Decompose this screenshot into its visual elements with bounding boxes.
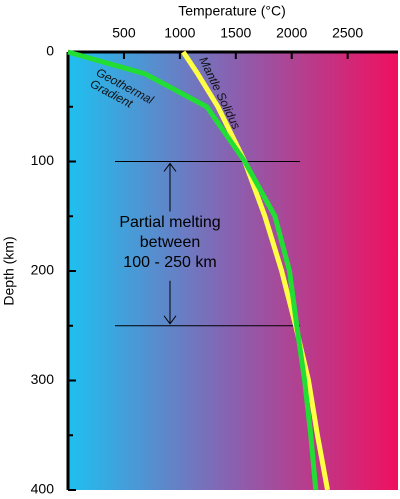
y-tick-label: 400 [31, 481, 55, 497]
series-line [67, 49, 319, 491]
x-tick-label: 2000 [276, 25, 307, 41]
x-tick-label: 1000 [164, 25, 195, 41]
x-tick-label: 2500 [332, 25, 363, 41]
annotation-text: 100 - 250 km [123, 254, 216, 271]
chart-title: Temperature (°C) [178, 3, 286, 19]
x-tick-label: 1500 [220, 25, 251, 41]
y-tick-label: 300 [31, 371, 55, 387]
y-tick-label: 100 [31, 152, 55, 168]
arrow-head [163, 162, 177, 172]
y-axis-label: Depth (km) [1, 236, 17, 305]
x-tick-label: 500 [112, 25, 136, 41]
y-tick-label: 200 [31, 262, 55, 278]
plot-background [68, 52, 398, 490]
annotation-text: Partial melting [119, 214, 220, 231]
series-line [181, 50, 330, 491]
y-tick-label: 0 [46, 43, 54, 59]
annotation-text: between [140, 234, 201, 251]
arrow-head [163, 315, 177, 325]
